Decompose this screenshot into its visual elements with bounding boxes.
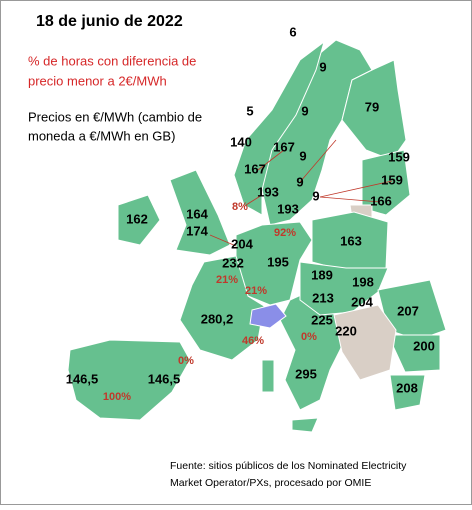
price-label: 189 — [311, 267, 333, 282]
price-label: 146,5 — [66, 371, 99, 386]
price-label: 159 — [388, 149, 410, 164]
price-label: 163 — [340, 233, 362, 248]
price-label: 140 — [230, 134, 252, 149]
price-label: 200 — [413, 338, 435, 353]
percentage-label: 0% — [178, 355, 194, 367]
price-label: 207 — [397, 303, 419, 318]
price-label: 174 — [186, 223, 208, 238]
price-label: 159 — [381, 172, 403, 187]
price-label: 193 — [257, 184, 279, 199]
price-label: 9 — [301, 103, 308, 118]
price-label: 5 — [246, 103, 253, 118]
legend-black: Precios en €/MWh (cambio de — [28, 109, 202, 124]
percentage-label: 0% — [301, 331, 317, 343]
percentage-label: 92% — [274, 227, 296, 239]
percentage-label: 21% — [216, 274, 238, 286]
price-label: 162 — [126, 211, 148, 226]
price-label: 9 — [319, 59, 326, 74]
price-label: 208 — [396, 380, 418, 395]
price-label: 280,2 — [201, 311, 234, 326]
price-label: 9 — [299, 148, 306, 163]
price-label: 6 — [289, 24, 296, 39]
price-label: 204 — [231, 236, 253, 251]
price-label: 146,5 — [148, 371, 181, 386]
source: Fuente: sitios públicos de los Nominated… — [170, 460, 407, 472]
price-label: 167 — [244, 161, 266, 176]
price-label: 204 — [351, 294, 373, 309]
legend-red: precio menor a 2€/MWh — [28, 73, 167, 88]
price-label: 166 — [370, 193, 392, 208]
percentage-label: 8% — [232, 201, 248, 213]
map-shapes — [67, 39, 447, 433]
price-label: 79 — [365, 99, 379, 114]
title: 18 de junio de 2022 — [36, 13, 183, 30]
price-label: 220 — [335, 323, 357, 338]
legend-black: moneda a €/MWh en GB) — [28, 128, 175, 143]
price-label: 193 — [277, 201, 299, 216]
price-label: 213 — [312, 290, 334, 305]
price-label: 9 — [312, 188, 319, 203]
price-label: 198 — [352, 274, 374, 289]
source: Market Operator/PXs, procesado por OMIE — [170, 477, 371, 489]
switzerland — [249, 303, 287, 329]
price-label: 232 — [222, 255, 244, 270]
price-label: 295 — [295, 366, 317, 381]
price-label: 167 — [273, 139, 295, 154]
percentage-label: 100% — [103, 391, 131, 403]
legend-red: % de horas con diferencia de — [28, 53, 196, 68]
percentage-label: 21% — [245, 285, 267, 297]
percentage-label: 46% — [242, 335, 264, 347]
price-label: 225 — [311, 312, 333, 327]
price-label: 164 — [186, 206, 208, 221]
price-label: 195 — [267, 254, 289, 269]
price-label: 9 — [296, 174, 303, 189]
